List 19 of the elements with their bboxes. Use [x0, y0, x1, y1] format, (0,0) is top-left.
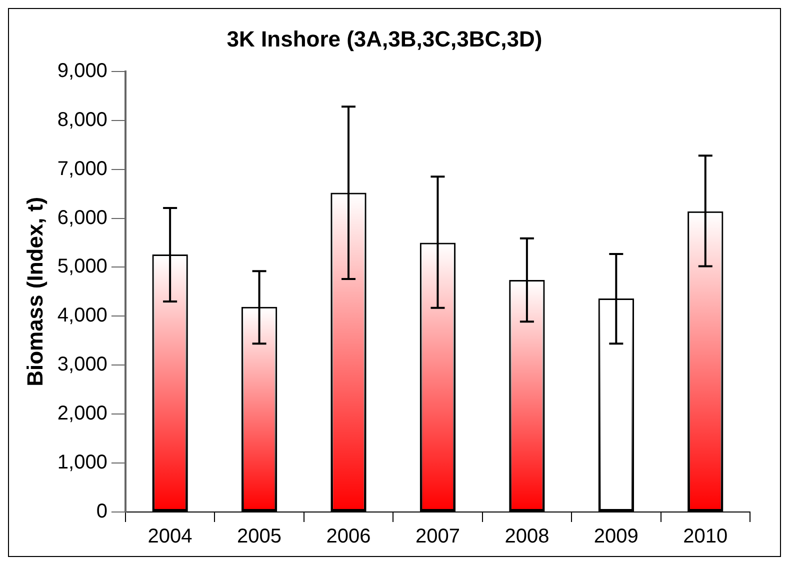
y-tick-label: 9,000: [57, 60, 108, 82]
x-tick-label: 2010: [683, 526, 728, 548]
y-tick-label: 0: [96, 500, 108, 523]
x-tick-label: 2005: [237, 526, 282, 548]
x-tick-label: 2007: [415, 526, 460, 548]
chart-title: 3K Inshore (3A,3B,3C,3BC,3D): [226, 26, 542, 52]
y-tick-label: 3,000: [57, 354, 108, 376]
y-tick-label: 7,000: [57, 158, 108, 180]
y-tick-label: 2,000: [57, 402, 108, 425]
x-tick-label: 2006: [326, 526, 371, 548]
y-tick-label: 8,000: [57, 108, 108, 131]
y-tick-label: 6,000: [57, 206, 108, 229]
x-tick-label: 2008: [504, 526, 550, 548]
y-tick-label: 4,000: [57, 304, 108, 327]
y-tick-label: 5,000: [57, 256, 108, 278]
y-axis-title: Biomass (Index, t): [22, 196, 48, 386]
x-tick-label: 2009: [594, 526, 638, 548]
y-tick-label: 1,000: [57, 452, 108, 474]
x-tick-label: 2004: [148, 526, 192, 548]
